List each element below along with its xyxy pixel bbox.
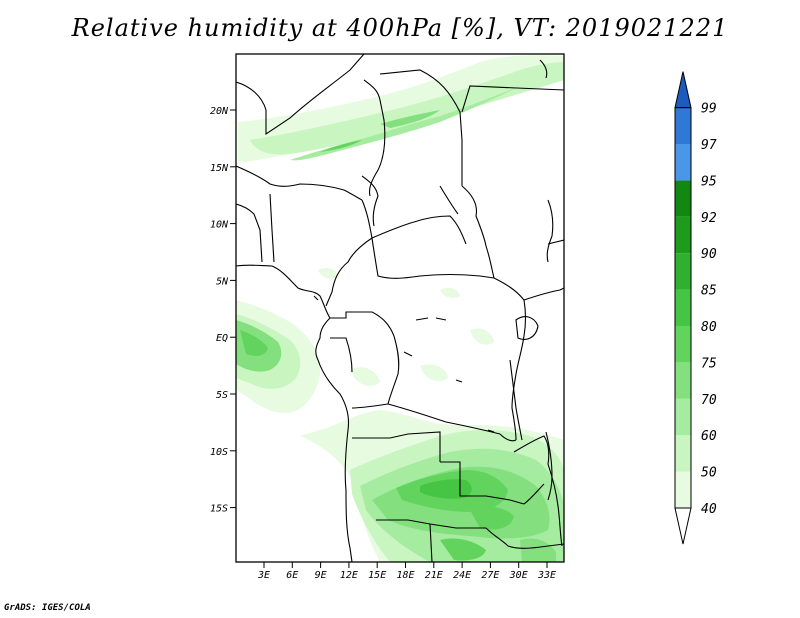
colorbar-label: 92	[701, 211, 717, 226]
country-borders	[236, 54, 564, 562]
lat-label: 5N	[216, 276, 229, 287]
lon-label: 24E	[453, 570, 471, 581]
lat-label: 20N	[210, 106, 229, 117]
map-frame	[235, 53, 565, 563]
lon-label: 6E	[286, 570, 298, 581]
lat-label: 10N	[210, 220, 229, 231]
coastline	[236, 264, 353, 562]
lon-label: 9E	[315, 570, 327, 581]
colorbar-label: 60	[701, 429, 717, 444]
lat-label: 5S	[216, 390, 228, 401]
lat-axis: 20N 15N 10N 5N EQ 5S 10S 15S	[210, 106, 236, 515]
lon-label: 27E	[481, 570, 499, 581]
lon-label: 30E	[509, 570, 528, 581]
colorbar-segment	[675, 107, 691, 144]
colorbar: 40 50 60 70 75 80 85 90 92 95 97 99	[674, 71, 717, 545]
colorbar-label: 85	[701, 284, 717, 299]
lon-label: 3E	[257, 570, 270, 581]
colorbar-label: 50	[701, 466, 717, 481]
map-title: Relative humidity at 400hPa [%], VT: 201…	[71, 14, 729, 42]
colorbar-label: 95	[701, 174, 717, 189]
colorbar-under-triangle	[674, 507, 692, 545]
colorbar-segment	[675, 435, 691, 472]
colorbar-segment	[675, 362, 691, 399]
colorbar-segment	[675, 289, 691, 326]
lon-label: 18E	[396, 570, 414, 581]
colorbar-segment	[675, 216, 691, 254]
colorbar-segment	[675, 180, 691, 217]
colorbar-segment	[675, 144, 691, 181]
lon-label: 21E	[425, 570, 443, 581]
lat-label: EQ	[216, 333, 228, 344]
lake-tanganyika	[509, 359, 523, 441]
lon-label: 12E	[340, 570, 358, 581]
colorbar-over-triangle	[674, 71, 692, 109]
colorbar-segment	[675, 471, 691, 508]
colorbar-segment	[675, 326, 691, 363]
colorbar-segment	[675, 253, 691, 290]
lake-victoria	[515, 316, 539, 341]
lon-label: 33E	[537, 570, 556, 581]
lon-axis: 3E 6E 9E 12E 15E 18E 21E 24E 27E 30E 33E	[257, 562, 556, 581]
colorbar-label: 97	[701, 138, 717, 153]
colorbar-label: 75	[701, 356, 717, 371]
lat-label: 15N	[210, 163, 229, 174]
colorbar-label: 80	[701, 320, 717, 335]
lon-label: 15E	[368, 570, 386, 581]
colorbar-label: 70	[701, 393, 717, 408]
grads-credit: GrADS: IGES/COLA	[4, 603, 91, 613]
colorbar-label: 99	[701, 102, 717, 117]
lat-label: 15S	[210, 504, 228, 515]
colorbar-label: 90	[701, 247, 717, 262]
lat-label: 10S	[210, 447, 228, 458]
colorbar-label: 40	[701, 502, 717, 517]
colorbar-segment	[675, 398, 691, 436]
colorbar-outline	[674, 107, 692, 509]
humidity-shading	[236, 55, 564, 562]
